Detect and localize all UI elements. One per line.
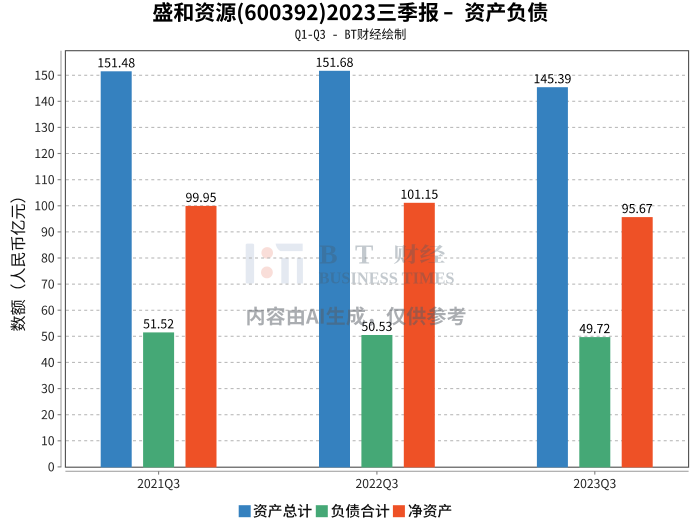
svg-text:T: T xyxy=(355,239,373,270)
svg-text:B: B xyxy=(319,239,337,270)
svg-text:BUSINESS TIMES: BUSINESS TIMES xyxy=(319,268,455,287)
